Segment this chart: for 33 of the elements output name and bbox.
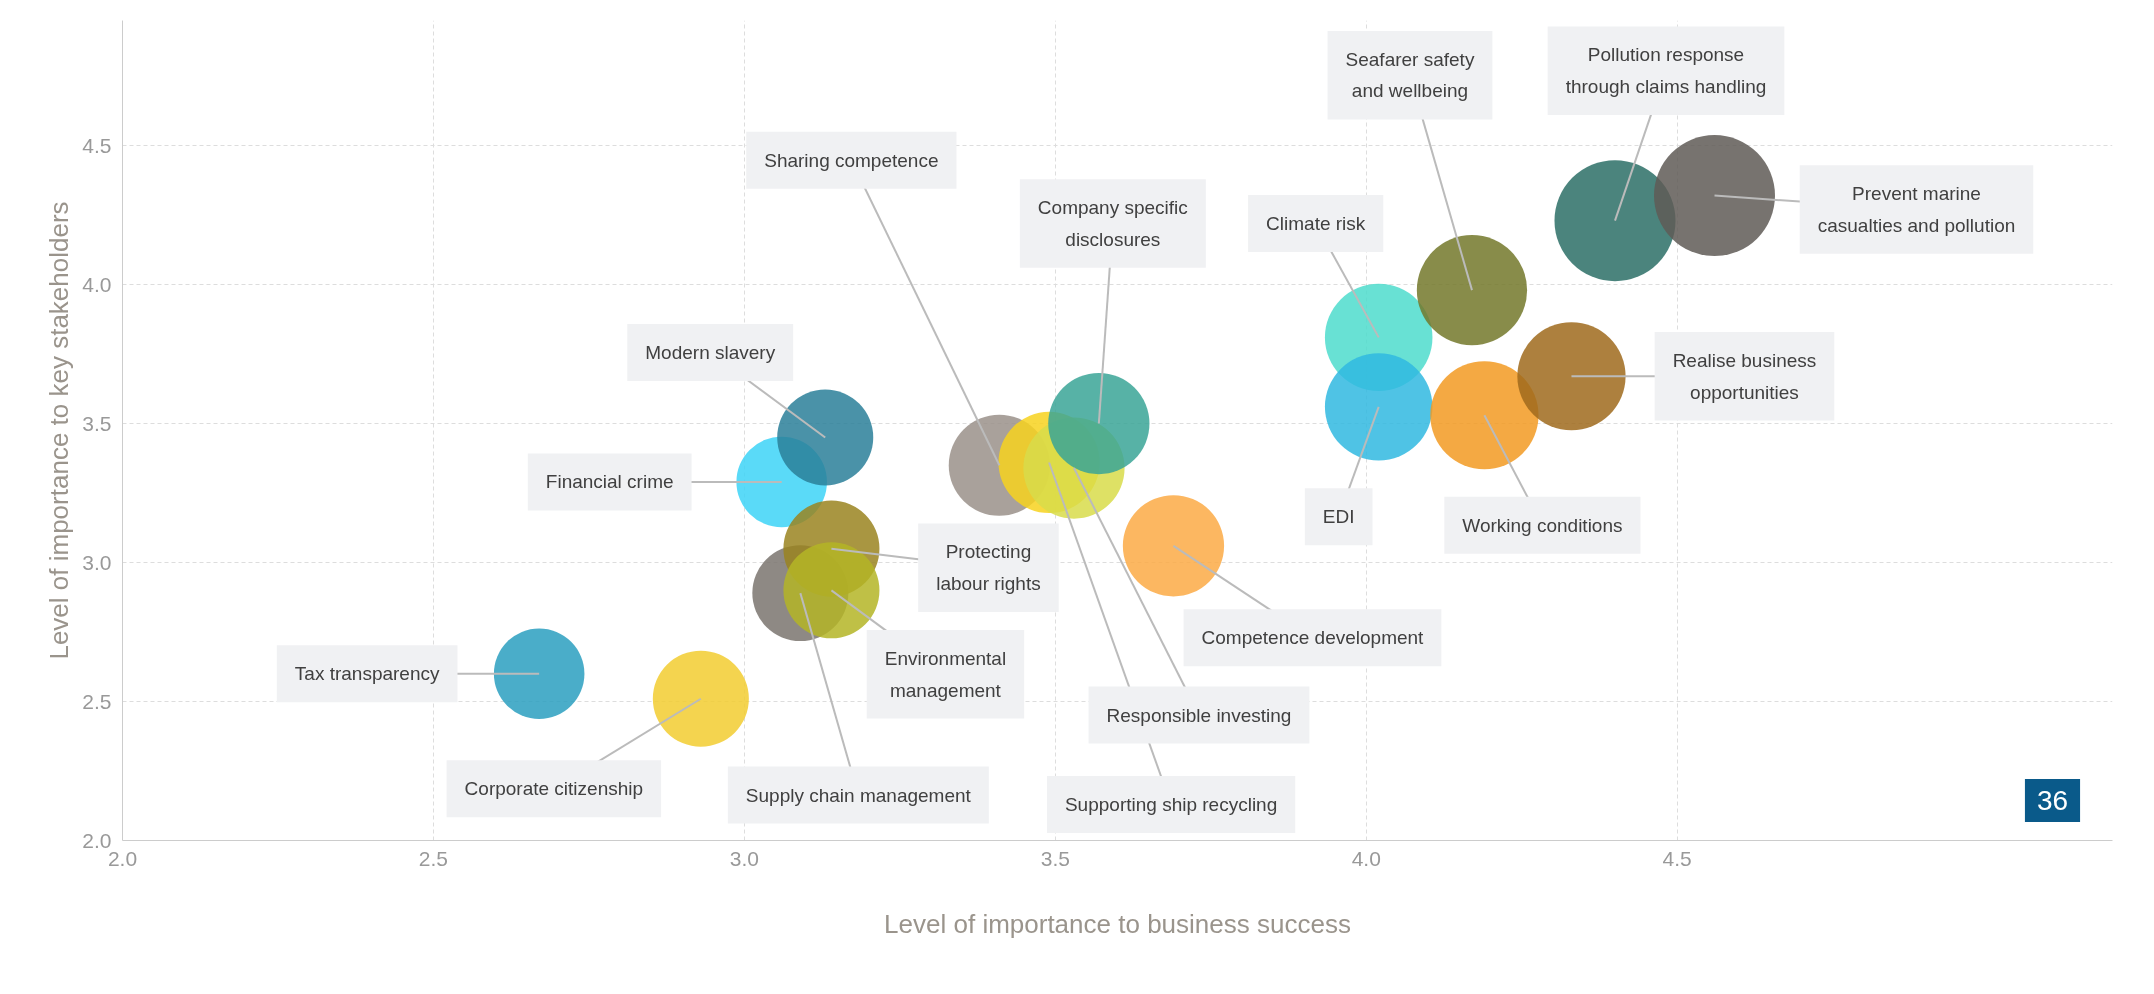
y-tick-label: 4.5 (82, 133, 112, 157)
annotation: Protecting labour rights (936, 541, 1041, 594)
x-tick-label: 4.5 (1662, 846, 1692, 870)
annotation: Pollution response through claims handling (1565, 44, 1767, 97)
annotation: Working conditions (1462, 514, 1623, 536)
y-axis-title: Level of importance to key stakeholders (44, 201, 75, 660)
annotation: 36 (2036, 785, 2069, 816)
annotation: Company specific disclosures (1037, 197, 1188, 250)
x-tick-label: 4.0 (1351, 846, 1381, 870)
x-axis-title: Level of importance to business success (884, 908, 1351, 939)
annotation: Supporting ship recycling (1064, 793, 1278, 815)
x-tick-label: 3.0 (729, 846, 759, 870)
annotation: Competence development (1201, 627, 1425, 649)
y-tick-label: 2.5 (82, 689, 112, 713)
annotation: Corporate citizenship (464, 778, 644, 800)
y-tick-label: 3.0 (82, 550, 112, 574)
x-tick-label: 2.5 (418, 846, 449, 870)
y-tick-label: 2.0 (82, 828, 112, 852)
annotation: Realise business opportunities (1672, 350, 1817, 403)
x-tick-label: 3.5 (1040, 846, 1070, 870)
annotation: Climate risk (1266, 212, 1366, 234)
annotation: Supply chain management (745, 784, 972, 806)
annotation: Seafarer safety and wellbeing (1345, 48, 1475, 102)
y-tick-label: 3.5 (82, 411, 112, 435)
annotation: EDI (1322, 506, 1355, 528)
annotation: Responsible investing (1106, 704, 1292, 726)
annotation: Environmental management (884, 648, 1007, 701)
annotation: Prevent marine casualties and pollution (1817, 183, 2016, 236)
annotation: Financial crime (545, 471, 674, 493)
annotation: Modern slavery (645, 341, 776, 363)
y-tick-label: 4.0 (82, 272, 112, 296)
annotation: Tax transparency (294, 663, 440, 685)
annotation: Sharing competence (764, 149, 939, 171)
